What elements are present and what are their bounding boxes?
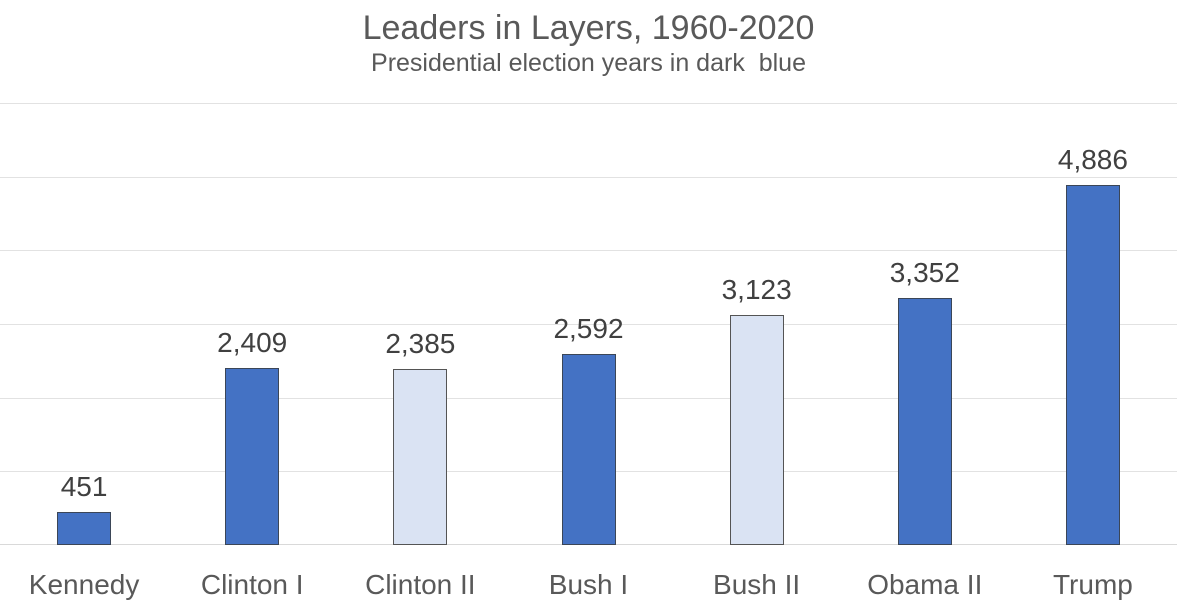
x-axis-label-kennedy: Kennedy: [28, 569, 140, 600]
plot-area: 451 Kennedy 2,409 Clinton I 2,385 Clinton II 2…: [0, 103, 1177, 600]
bar-trump: [1065, 185, 1120, 545]
bar-value-label-kennedy: 451: [60, 470, 108, 502]
bar-value-label-bush-ii: 3,123: [721, 273, 792, 305]
bar-obama-ii: [897, 298, 952, 545]
bar-clinton-i: [225, 367, 280, 545]
bar-kennedy: [57, 511, 112, 545]
gridline-3000: [0, 324, 1177, 325]
x-axis-label-bush-ii: Bush II: [713, 569, 801, 600]
gridline-5000: [0, 176, 1177, 178]
bar-bush-ii: [729, 314, 784, 545]
chart-subtitle: Presidential election years in dark blue: [371, 49, 806, 77]
bar-bush-i: [561, 354, 616, 545]
bar-value-label-obama-ii: 3,352: [889, 257, 960, 289]
bar-value-label-clinton-ii: 2,385: [385, 328, 456, 360]
gridline-4000: [0, 250, 1177, 252]
chart-title: Leaders in Layers, 1960-2020: [362, 9, 815, 47]
x-axis-label-bush-i: Bush I: [548, 569, 629, 600]
gridline-6000: [0, 103, 1177, 104]
bar-value-label-trump: 4,886: [1057, 144, 1128, 176]
bar-value-label-clinton-i: 2,409: [217, 326, 288, 358]
x-axis-label-clinton-ii: Clinton II: [365, 569, 476, 600]
bar-clinton-ii: [393, 369, 448, 545]
bar-value-label-bush-i: 2,592: [553, 313, 624, 345]
x-axis-label-clinton-i: Clinton I: [200, 569, 304, 600]
x-axis-label-obama-ii: Obama II: [867, 569, 983, 600]
x-axis-label-trump: Trump: [1052, 569, 1133, 600]
